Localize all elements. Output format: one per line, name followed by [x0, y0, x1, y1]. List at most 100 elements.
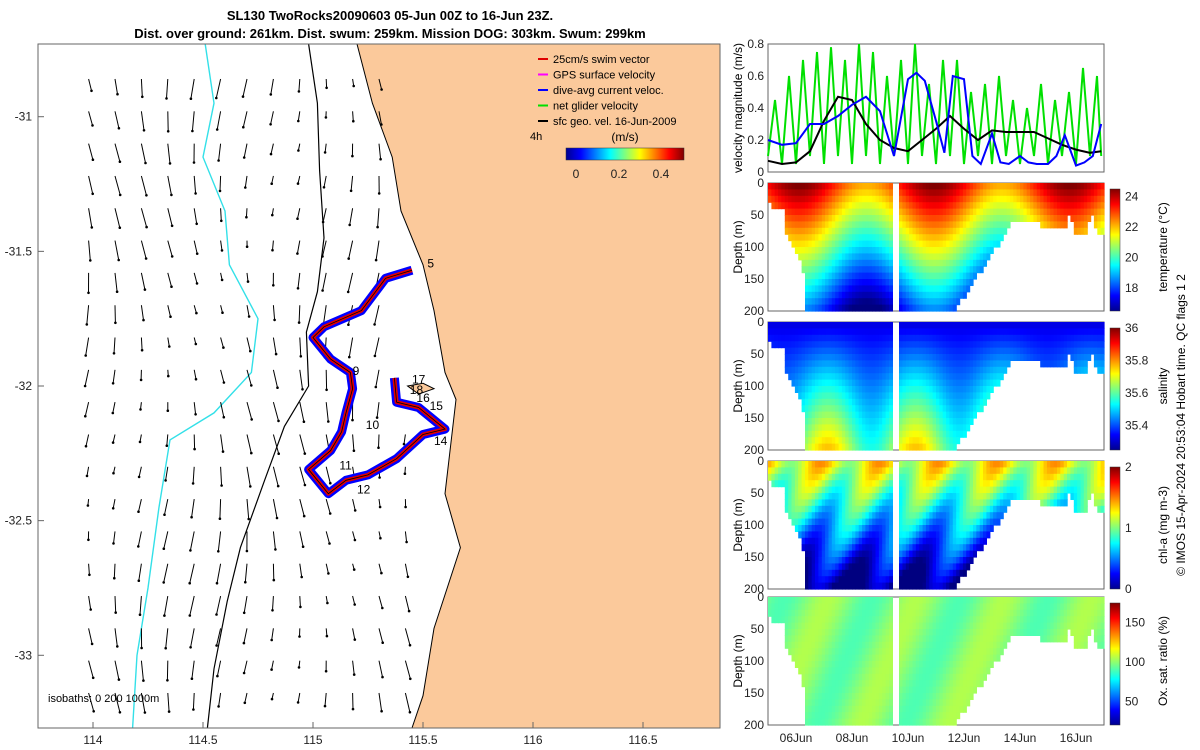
sfc-geo-arrow: [348, 240, 354, 259]
heatmap-cell: [875, 366, 880, 374]
heatmap-cell: [831, 686, 836, 694]
heatmap-cell: [1080, 183, 1085, 190]
sfc-geo-arrow: [272, 240, 274, 251]
heatmap-cell: [875, 505, 880, 513]
heatmap-cell: [909, 189, 914, 197]
colorbar-label: salinity: [1156, 368, 1170, 405]
heatmap-cell: [794, 461, 799, 468]
heatmap-cell: [1100, 486, 1105, 494]
heatmap-cell: [925, 373, 930, 381]
heatmap-cell: [915, 544, 920, 552]
heatmap-cell: [875, 386, 880, 393]
heatmap-cell: [929, 208, 934, 216]
heatmap-cell: [885, 418, 890, 425]
heatmap-cell: [885, 272, 890, 280]
heatmap-cell: [868, 298, 873, 306]
heatmap-cell: [979, 221, 984, 229]
heatmap-cell: [852, 334, 856, 342]
heatmap-cell: [1033, 341, 1038, 349]
heatmap-cell: [905, 195, 910, 203]
heatmap-cell: [815, 486, 819, 494]
heatmap-cell: [811, 424, 816, 432]
isobath-200m: [206, 43, 325, 729]
heatmap-cell: [979, 461, 984, 468]
heatmap-cell: [966, 480, 971, 488]
heatmap-cell: [885, 512, 890, 520]
heatmap-cell: [959, 405, 964, 413]
sfc-geo-arrowhead: [297, 119, 300, 123]
heatmap-cell: [778, 189, 783, 197]
heatmap-cell: [912, 499, 917, 507]
sfc-geo-arrow: [297, 175, 301, 184]
heatmap-cell: [973, 366, 977, 374]
heatmap-cell: [848, 505, 853, 513]
heatmap-cell: [855, 341, 860, 349]
heatmap-cell: [1053, 467, 1058, 475]
heatmap-cell: [932, 569, 937, 577]
heatmap-cell: [821, 616, 826, 624]
heatmap-cell: [831, 550, 836, 558]
sfc-geo-arrowhead: [137, 545, 140, 548]
heatmap-cell: [862, 322, 867, 329]
sfc-geo-arrowhead: [353, 538, 357, 542]
heatmap-cell: [989, 208, 994, 216]
heatmap-cell: [855, 557, 860, 564]
heatmap-cell: [808, 712, 813, 720]
heatmap-cell: [794, 227, 799, 235]
heatmap-cell: [848, 285, 853, 293]
heatmap-cell: [942, 272, 947, 280]
heatmap-cell: [902, 537, 907, 545]
heatmap-cell: [808, 398, 813, 406]
heatmap-cell: [1040, 467, 1045, 475]
heatmap-cell: [878, 557, 883, 564]
heatmap-cell: [838, 629, 843, 636]
heatmap-cell: [885, 328, 890, 336]
heatmap-cell: [899, 550, 903, 558]
heatmap-cell: [821, 512, 826, 520]
heatmap-cell: [1073, 467, 1078, 475]
heatmap-cell: [983, 322, 987, 329]
heatmap-cell: [841, 202, 846, 210]
heatmap-cell: [932, 240, 937, 248]
heatmap-cell: [1026, 208, 1031, 216]
heatmap-cell: [979, 360, 984, 368]
heatmap-cell: [999, 354, 1004, 361]
heatmap-cell: [808, 328, 813, 336]
heatmap-cell: [909, 512, 914, 520]
heatmap-cell: [986, 322, 991, 329]
heatmap-cell: [909, 443, 914, 451]
heatmap-cell: [1100, 328, 1105, 336]
heatmap-cell: [875, 512, 880, 520]
heatmap-cell: [882, 322, 887, 329]
heatmap-cell: [845, 557, 850, 564]
heatmap-cell: [966, 486, 971, 494]
heatmap-cell: [1013, 195, 1018, 203]
heatmap-cell: [828, 629, 833, 636]
sfc-geo-arrowhead: [91, 124, 94, 127]
heatmap-cell: [835, 686, 840, 694]
heatmap-cell: [952, 183, 957, 190]
heatmap-cell: [952, 405, 957, 413]
heatmap-cell: [784, 227, 789, 235]
heatmap-cell: [808, 461, 813, 468]
heatmap-cell: [936, 221, 940, 229]
heatmap-cell: [878, 480, 883, 488]
heatmap-cell: [925, 499, 930, 507]
heatmap-cell: [1040, 195, 1045, 203]
heatmap-cell: [818, 202, 823, 210]
heatmap-cell: [1003, 499, 1008, 507]
heatmap-cell: [838, 266, 843, 274]
heatmap-cell: [966, 531, 971, 539]
heatmap-cell: [784, 597, 789, 604]
heatmap-cell: [788, 227, 793, 235]
sfc-geo-arrow: [325, 466, 331, 484]
heatmap-cell: [905, 392, 910, 400]
sfc-geo-arrowhead: [92, 710, 95, 713]
sfc-geo-arrow: [245, 208, 248, 218]
heatmap-cell: [909, 279, 914, 286]
heatmap-cell: [1023, 461, 1028, 468]
heatmap-cell: [1043, 202, 1048, 210]
heatmap-cell: [865, 499, 870, 507]
heatmap-cell: [841, 512, 846, 520]
heatmap-cell: [952, 443, 957, 451]
